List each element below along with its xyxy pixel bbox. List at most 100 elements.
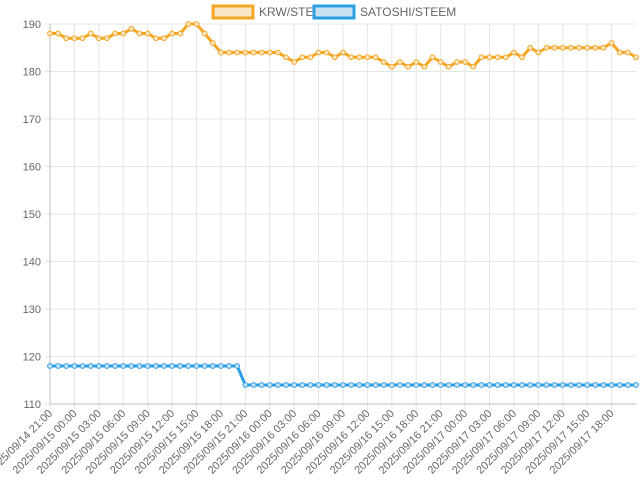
data-point[interactable]: [372, 54, 379, 61]
data-point[interactable]: [559, 382, 566, 388]
data-point[interactable]: [584, 382, 591, 388]
data-point[interactable]: [234, 363, 241, 369]
data-point[interactable]: [136, 363, 143, 369]
data-point[interactable]: [55, 363, 62, 369]
data-point[interactable]: [340, 49, 346, 56]
data-point[interactable]: [95, 363, 102, 369]
data-point[interactable]: [161, 363, 167, 369]
data-point[interactable]: [535, 382, 542, 388]
data-point[interactable]: [600, 44, 607, 51]
data-point[interactable]: [397, 59, 403, 65]
data-point[interactable]: [128, 25, 135, 32]
data-point[interactable]: [242, 382, 249, 388]
data-point[interactable]: [567, 382, 574, 388]
data-point[interactable]: [397, 382, 403, 388]
data-point[interactable]: [380, 59, 387, 65]
data-point[interactable]: [193, 363, 200, 369]
data-point[interactable]: [209, 40, 216, 46]
data-point[interactable]: [372, 382, 379, 388]
data-point[interactable]: [535, 49, 542, 56]
data-point[interactable]: [592, 44, 599, 51]
data-point[interactable]: [323, 49, 330, 56]
data-point[interactable]: [380, 382, 387, 388]
legend-label[interactable]: SATOSHI/STEEM: [360, 5, 456, 19]
data-point[interactable]: [624, 382, 631, 388]
data-point[interactable]: [291, 59, 298, 65]
data-point[interactable]: [120, 363, 127, 369]
data-point[interactable]: [193, 21, 200, 27]
data-point[interactable]: [226, 363, 232, 369]
data-point[interactable]: [71, 35, 78, 42]
data-point[interactable]: [55, 30, 62, 37]
data-point[interactable]: [608, 40, 615, 46]
data-point[interactable]: [291, 382, 298, 388]
data-point[interactable]: [128, 363, 135, 369]
data-point[interactable]: [104, 363, 110, 369]
data-point[interactable]: [47, 30, 53, 37]
data-point[interactable]: [494, 54, 501, 61]
data-point[interactable]: [87, 363, 94, 369]
data-point[interactable]: [218, 49, 224, 56]
data-point[interactable]: [421, 63, 428, 70]
data-point[interactable]: [470, 382, 477, 388]
data-point[interactable]: [616, 382, 623, 388]
data-point[interactable]: [283, 54, 289, 61]
data-point[interactable]: [567, 44, 574, 51]
data-point[interactable]: [502, 54, 509, 61]
data-point[interactable]: [258, 382, 265, 388]
data-point[interactable]: [185, 363, 192, 369]
data-point[interactable]: [299, 382, 306, 388]
data-point[interactable]: [600, 382, 607, 388]
data-point[interactable]: [348, 382, 355, 388]
data-point[interactable]: [551, 44, 558, 51]
data-point[interactable]: [201, 30, 208, 37]
data-point[interactable]: [429, 54, 436, 61]
data-point[interactable]: [152, 363, 159, 369]
legend[interactable]: KRW/STEEM SATOSHI/STEEM: [211, 4, 456, 20]
data-point[interactable]: [315, 382, 322, 388]
data-point[interactable]: [242, 49, 249, 56]
data-point[interactable]: [274, 382, 281, 388]
data-point[interactable]: [454, 382, 460, 388]
data-point[interactable]: [63, 35, 70, 42]
data-point[interactable]: [454, 59, 460, 65]
data-point[interactable]: [266, 382, 273, 388]
legend-item-satoshi-steem[interactable]: SATOSHI/STEEM: [312, 4, 456, 20]
data-point[interactable]: [250, 49, 257, 56]
data-point[interactable]: [87, 30, 94, 37]
data-point[interactable]: [486, 382, 493, 388]
data-point[interactable]: [169, 30, 175, 37]
data-point[interactable]: [445, 63, 452, 70]
data-point[interactable]: [283, 382, 289, 388]
data-point[interactable]: [429, 382, 436, 388]
data-point[interactable]: [543, 382, 550, 388]
data-point[interactable]: [79, 363, 86, 369]
data-point[interactable]: [112, 363, 119, 369]
data-point[interactable]: [405, 382, 412, 388]
data-point[interactable]: [551, 382, 558, 388]
data-point[interactable]: [315, 49, 322, 56]
data-point[interactable]: [161, 35, 167, 42]
data-point[interactable]: [104, 35, 110, 42]
data-point[interactable]: [511, 49, 517, 56]
data-point[interactable]: [388, 382, 395, 388]
data-point[interactable]: [274, 49, 281, 56]
data-point[interactable]: [543, 44, 550, 51]
data-point[interactable]: [364, 54, 371, 61]
data-point[interactable]: [356, 54, 363, 61]
data-point[interactable]: [470, 63, 477, 70]
data-point[interactable]: [63, 363, 70, 369]
data-point[interactable]: [47, 363, 53, 369]
legend-swatch[interactable]: [312, 4, 356, 20]
data-point[interactable]: [388, 63, 395, 70]
data-point[interactable]: [152, 35, 159, 42]
data-point[interactable]: [592, 382, 599, 388]
data-point[interactable]: [608, 382, 615, 388]
data-point[interactable]: [576, 44, 582, 51]
data-point[interactable]: [478, 54, 485, 61]
data-point[interactable]: [266, 49, 273, 56]
data-point[interactable]: [494, 382, 501, 388]
data-point[interactable]: [144, 30, 151, 37]
data-point[interactable]: [348, 54, 355, 61]
data-point[interactable]: [112, 30, 119, 37]
